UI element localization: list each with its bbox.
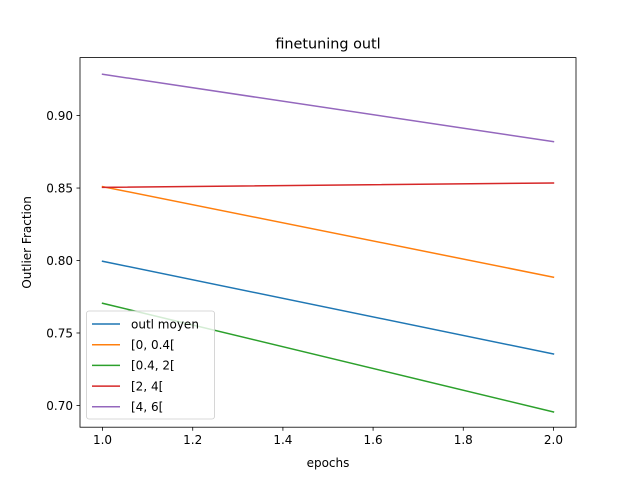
- axes-frame: [79, 57, 577, 428]
- x-tick-label: 1.6: [364, 433, 383, 447]
- y-tick-label: 0.70: [46, 399, 73, 413]
- legend-label: [2, 4[: [131, 379, 163, 393]
- x-tick-label: 1.8: [454, 433, 473, 447]
- chart-title: finetuning outl: [275, 37, 380, 53]
- legend-label: [0, 0.4[: [131, 338, 175, 352]
- y-tick-label: 0.85: [46, 181, 73, 195]
- series-line-1: [101, 185, 555, 279]
- y-axis-ticks: 0.70 0.75 0.80 0.85 0.90: [46, 109, 80, 413]
- x-tick-label: 1.2: [183, 433, 202, 447]
- legend: outl moyen [0, 0.4[ [0.4, 2[ [2, 4[ [4, 6[: [86, 310, 215, 420]
- x-tick-label: 1.4: [273, 433, 292, 447]
- x-tick-label: 1.0: [93, 433, 112, 447]
- series-line-3: [101, 182, 555, 189]
- series-layer: [101, 73, 555, 413]
- series-line-0: [101, 260, 555, 355]
- y-tick-label: 0.75: [46, 326, 73, 340]
- x-axis-label: epochs: [307, 456, 350, 470]
- x-axis-ticks: 1.0 1.2 1.4 1.6 1.8 2.0: [93, 427, 563, 447]
- legend-label: [4, 6[: [131, 400, 163, 414]
- y-axis-label: Outlier Fraction: [20, 196, 34, 288]
- y-tick-label: 0.80: [46, 254, 73, 268]
- series-line-4: [101, 73, 555, 143]
- y-tick-label: 0.90: [46, 109, 73, 123]
- legend-label: [0.4, 2[: [131, 359, 175, 373]
- x-tick-label: 2.0: [544, 433, 563, 447]
- legend-frame: [86, 310, 215, 420]
- legend-label: outl moyen: [131, 317, 199, 331]
